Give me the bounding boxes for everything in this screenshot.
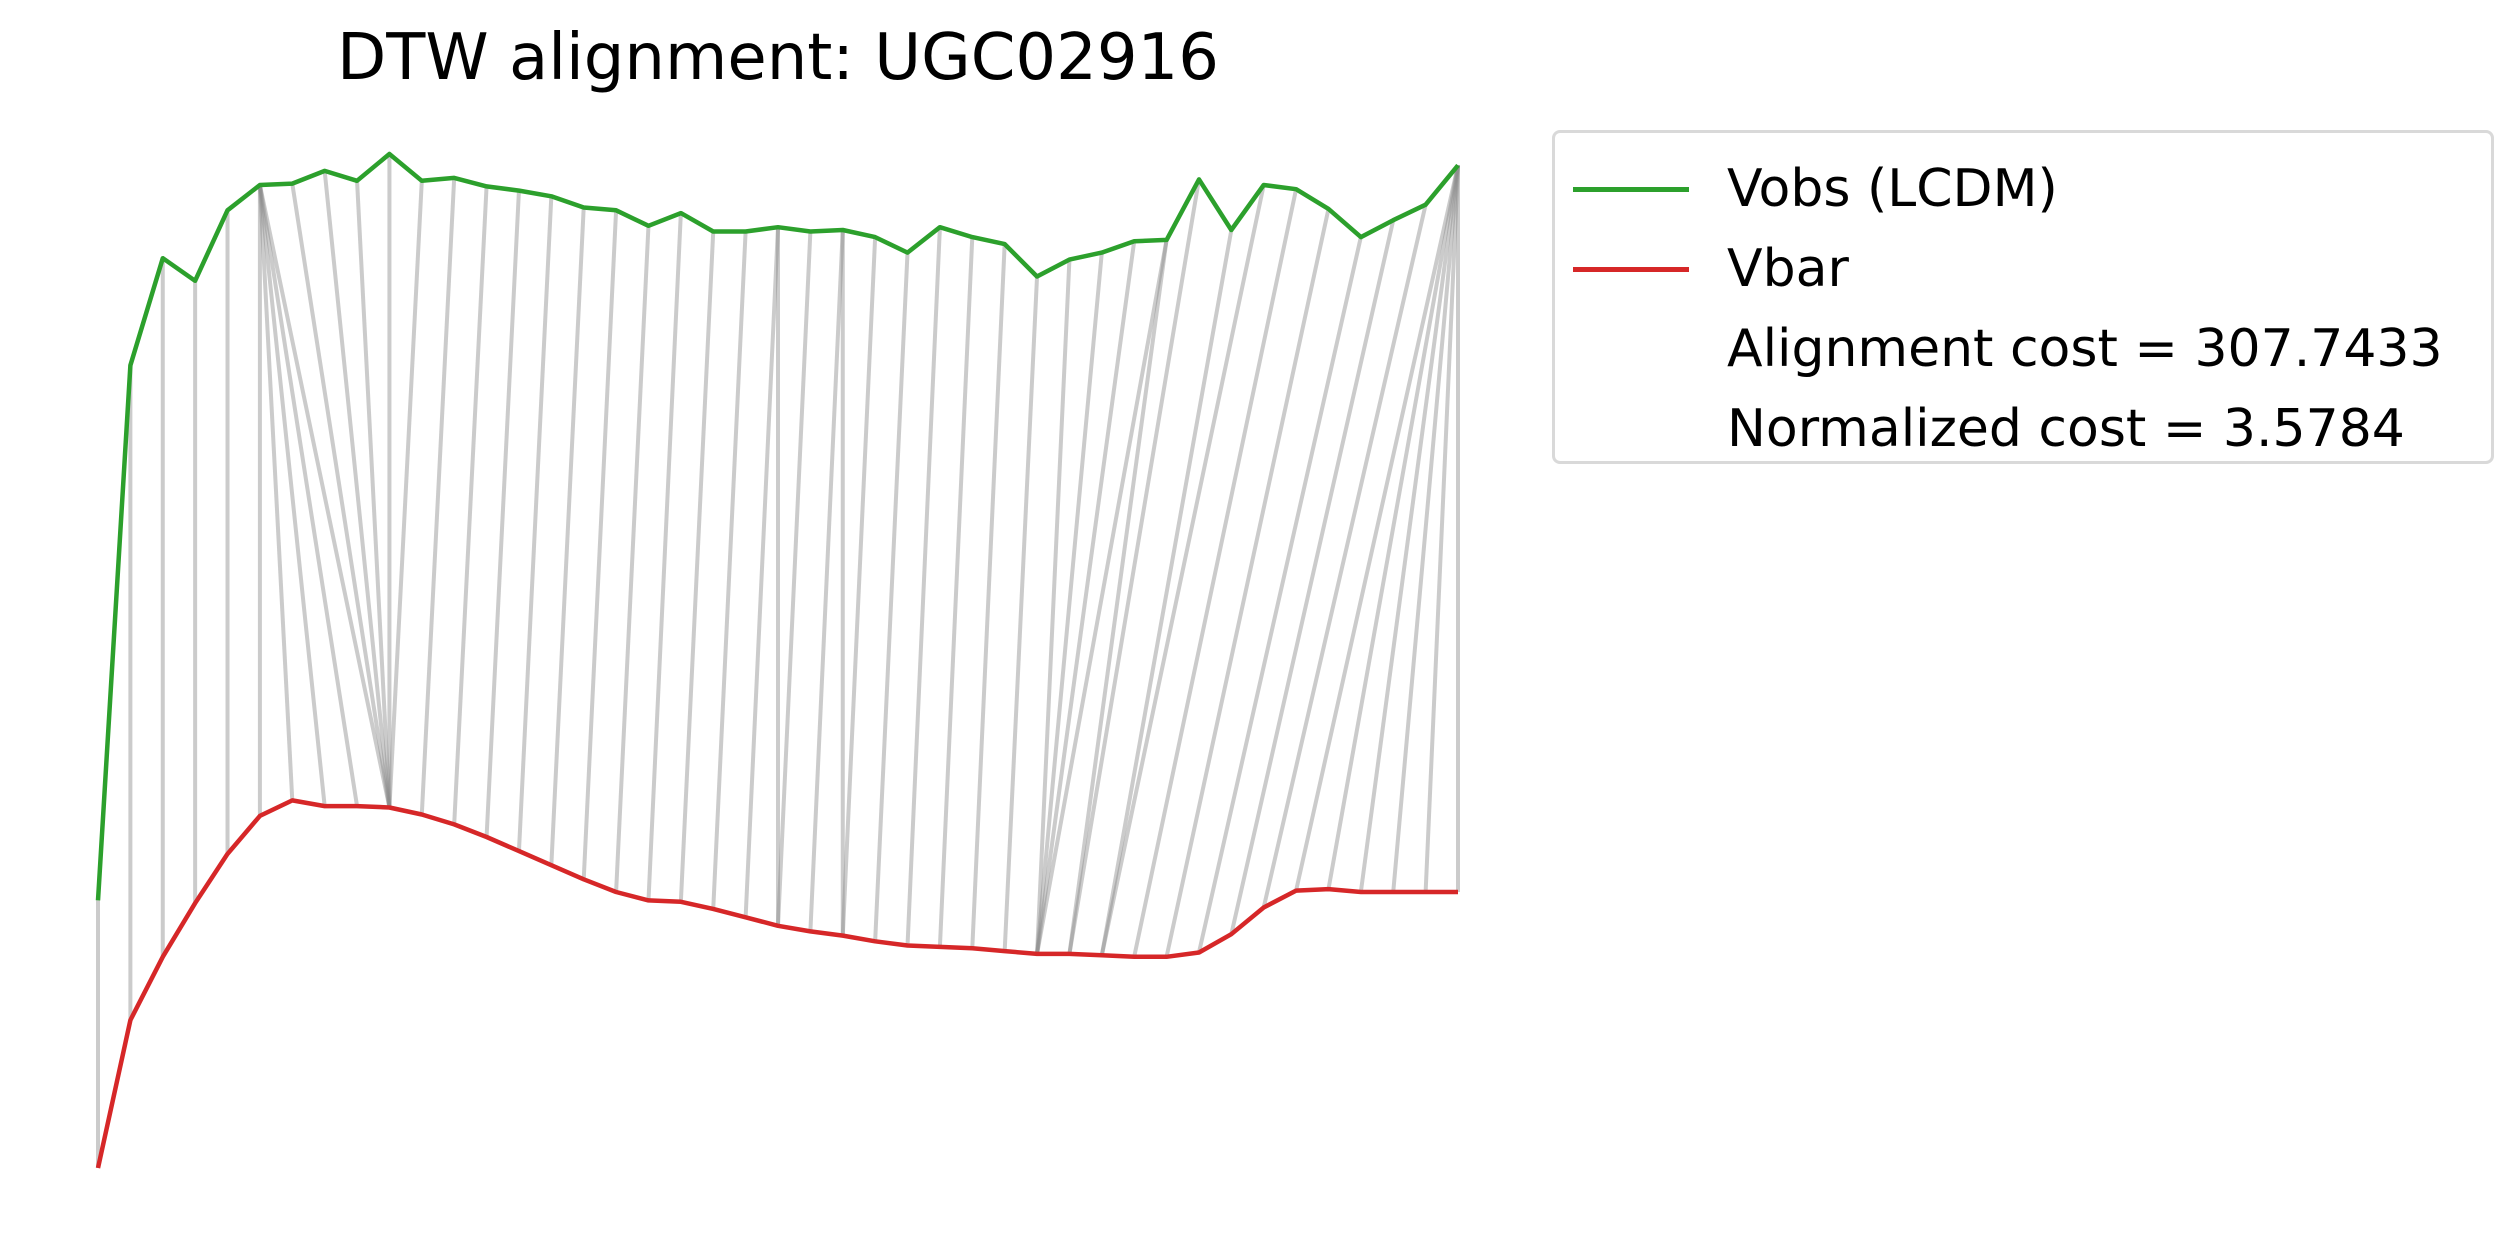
alignment-line bbox=[1391, 165, 1460, 893]
alignment-line bbox=[678, 231, 716, 902]
alignment-line bbox=[1423, 165, 1460, 893]
alignment-line bbox=[1132, 188, 1299, 958]
alignment-line bbox=[257, 184, 327, 807]
alignment-line bbox=[257, 184, 360, 807]
alignment-line bbox=[873, 252, 910, 942]
alignment-line bbox=[1229, 219, 1396, 935]
normalized-cost-text: Normalized cost = 3.5784 bbox=[1727, 399, 2405, 459]
alignment-line bbox=[776, 231, 813, 926]
alignment-line bbox=[1261, 204, 1428, 908]
alignment-line bbox=[1035, 239, 1169, 955]
alignment-lines bbox=[96, 154, 1460, 1168]
alignment-line bbox=[1294, 164, 1460, 891]
alignment-line bbox=[711, 231, 748, 909]
alignment-line bbox=[1099, 184, 1266, 956]
legend-label-vbar: Vbar bbox=[1727, 239, 1849, 299]
legend-item-alignment-cost: Alignment cost = 307.7433 bbox=[1555, 309, 2491, 389]
alignment-line bbox=[646, 213, 683, 901]
alignment-line bbox=[549, 207, 586, 866]
legend: Vobs (LCDM) Vbar Alignment cost = 307.74… bbox=[1552, 130, 2494, 464]
alignment-line bbox=[840, 236, 878, 936]
alignment-line bbox=[743, 227, 780, 918]
series-lines bbox=[95, 151, 1460, 1169]
alignment-line bbox=[1002, 276, 1040, 952]
alignment-line bbox=[1326, 164, 1460, 890]
alignment-line bbox=[1099, 229, 1234, 956]
alignment-line bbox=[387, 180, 424, 808]
alignment-line bbox=[905, 227, 942, 946]
alignment-line bbox=[484, 190, 521, 838]
alignment-line bbox=[257, 184, 295, 801]
alignment-line bbox=[355, 180, 392, 808]
alignment-line bbox=[1035, 241, 1137, 955]
alignment-line bbox=[419, 177, 457, 815]
alignment-line bbox=[614, 225, 651, 893]
legend-item-vobs: Vobs (LCDM) bbox=[1555, 149, 2491, 229]
alignment-line bbox=[1358, 165, 1460, 893]
legend-item-normalized-cost: Normalized cost = 3.5784 bbox=[1555, 389, 2491, 469]
alignment-line bbox=[937, 237, 975, 947]
alignment-cost-text: Alignment cost = 307.7433 bbox=[1727, 319, 2443, 379]
legend-item-vbar: Vbar bbox=[1555, 229, 2491, 309]
alignment-line bbox=[970, 244, 1007, 949]
legend-swatch-vobs bbox=[1573, 187, 1689, 192]
alignment-line bbox=[808, 229, 845, 932]
alignment-line bbox=[257, 184, 392, 808]
alignment-line bbox=[290, 183, 392, 808]
alignment-line bbox=[1197, 236, 1363, 953]
alignment-line bbox=[1067, 239, 1169, 955]
legend-swatch-vbar bbox=[1573, 267, 1689, 272]
alignment-line bbox=[516, 196, 554, 852]
alignment-line bbox=[1035, 259, 1072, 955]
alignment-line bbox=[1164, 208, 1331, 958]
alignment-line bbox=[322, 170, 392, 808]
alignment-line bbox=[1067, 179, 1201, 955]
series-line-vbar bbox=[95, 798, 1458, 1169]
alignment-line bbox=[1035, 252, 1104, 955]
chart-title: DTW alignment: UGC02916 bbox=[337, 21, 1219, 95]
series-line-vobs bbox=[95, 151, 1460, 901]
alignment-line bbox=[452, 186, 489, 825]
alignment-line bbox=[581, 210, 619, 880]
legend-label-vobs: Vobs (LCDM) bbox=[1727, 159, 2058, 219]
